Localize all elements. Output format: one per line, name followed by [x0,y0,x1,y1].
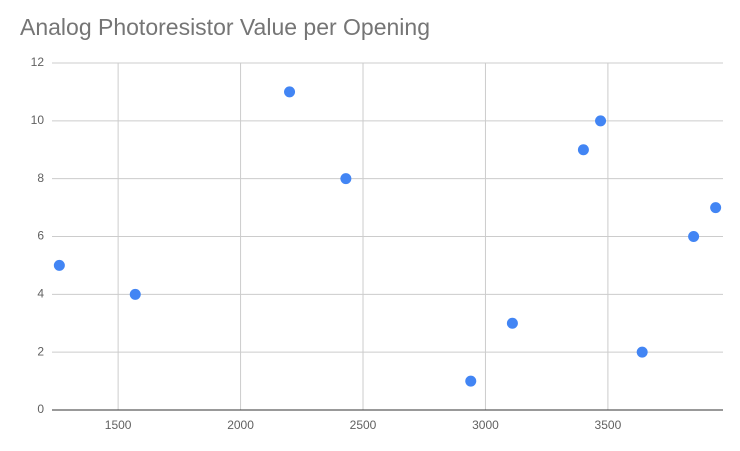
point [595,115,607,127]
point [465,375,477,387]
y-tick-label: 8 [37,171,44,185]
point [577,144,589,156]
point [129,288,141,300]
x-tick-label: 1500 [105,418,132,432]
y-tick-label: 10 [31,113,45,127]
point [688,231,700,242]
point [636,346,648,358]
x-tick-label: 2500 [350,418,377,432]
chart-title: Analog Photoresistor Value per Opening [20,14,430,40]
y-tick-label: 0 [37,402,44,416]
x-tick-label: 3500 [595,418,622,432]
y-tick-label: 2 [37,344,44,358]
x-tick-label: 3000 [472,418,499,432]
point [53,259,65,271]
y-tick-label: 12 [31,55,45,69]
point [284,86,296,98]
x-tick-label: 2000 [227,418,254,432]
point [340,173,352,185]
y-tick-label: 4 [37,287,44,301]
point [710,202,722,214]
y-tick-label: 6 [37,229,44,243]
point [506,317,518,329]
